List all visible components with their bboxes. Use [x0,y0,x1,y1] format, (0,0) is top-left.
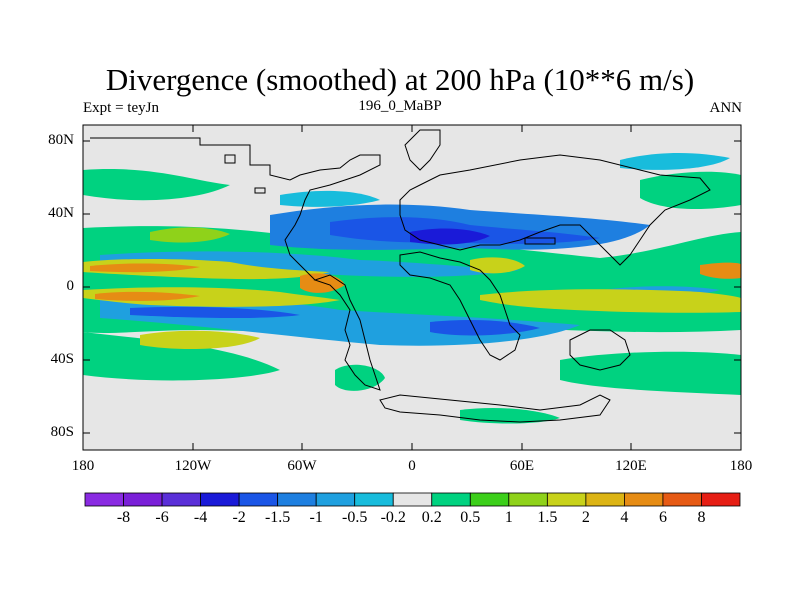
coast-eurasia [399,154,711,266]
colorbar-swatch [123,492,163,507]
lat-label-80n: 80N [48,132,74,148]
field-green-spot [335,364,385,391]
coast-africa [399,251,521,361]
colorbar-swatch [84,492,124,507]
colorbar-label: 2 [581,509,590,526]
lon-label-180w: 180 [71,458,95,474]
lat-label-0: 0 [66,278,75,294]
colorbar-label: 4 [620,509,629,526]
field-yellow-africa [470,257,525,274]
lon-label-120e: 120E [615,458,647,474]
colorbar-label: -1 [309,509,323,526]
colorbar-swatch [469,492,510,507]
colorbar-swatch [662,492,702,507]
coast-island-c [524,237,556,245]
field-orange-south-band [95,291,200,301]
field-orange-north-band [90,263,200,273]
colorbar-swatch [200,492,240,507]
field-cyan-north [280,190,380,207]
field-blue-equator [100,251,520,277]
field-orange-east-band [700,262,741,279]
lat-label-40n: 40N [48,205,74,221]
colorbar-swatch [354,492,394,507]
colorbar-label: 6 [658,509,667,526]
colorbar-swatch [508,492,548,507]
colorbar-label: -2 [232,509,246,526]
field-green-north [83,168,230,201]
colorbar-swatch [161,492,201,507]
field-yellow-north-pacific [150,227,230,243]
colorbar-swatch [624,492,664,507]
field-green-east-south [460,407,560,424]
coast-australia [569,329,631,371]
colorbar-label: 0.5 [460,509,481,526]
field-yellow-east-band [480,289,741,313]
coast-south-america [313,274,381,391]
colorbar-label: 0.2 [421,509,442,526]
lon-label-120w: 120W [174,458,212,474]
lon-label-60w: 60W [287,458,317,474]
colorbar-label: 1.5 [537,509,558,526]
field-blue-core [410,228,490,245]
coast-greenland [404,129,441,171]
field-green-south [83,332,280,381]
field-blue-south-inner [130,306,300,319]
experiment-label: Expt = teyJn [83,100,159,116]
colorbar-swatch [238,492,279,507]
coast-island-a [224,154,236,164]
field-green-south-east [560,351,741,395]
map-title: Divergence (smoothed) at 200 hPa (10**6 … [105,62,695,97]
coast-island-b [254,187,266,194]
field-yellow-south-pacific [140,330,260,350]
colorbar-label: -4 [193,509,208,526]
lon-label-60e: 60E [509,458,535,474]
colorbar-label: 8 [697,509,706,526]
colorbar-swatch [431,492,471,507]
lon-label-180e: 180 [729,458,753,474]
colorbar-swatch [585,492,625,507]
field-blue-south-core [430,320,540,336]
colorbar-swatch [315,492,356,507]
colorbar-label: -0.5 [342,509,368,526]
lat-label-80s: 80S [50,424,74,440]
colorbar-label: -1.5 [264,509,291,526]
colorbar-label: -6 [155,509,169,526]
field-cyan-east [620,153,730,170]
lon-label-0: 0 [408,458,416,474]
axis-ticks [83,125,741,450]
lat-label-40s: 40S [50,351,74,367]
colorbar-label: -0.2 [380,509,406,526]
field-green-north-east [640,171,741,210]
colorbar-swatch [392,492,433,507]
coast-antarctica [379,394,611,423]
run-label: 196_0_MaBP [358,98,442,114]
colorbar-swatch [277,492,317,507]
colorbar-label: -8 [116,509,131,526]
colorbar-swatch [546,492,587,507]
colorbar-label: 1 [504,509,513,526]
colorbar-swatch [701,492,741,507]
season-label: ANN [709,100,743,116]
coast-north-america [90,137,381,281]
